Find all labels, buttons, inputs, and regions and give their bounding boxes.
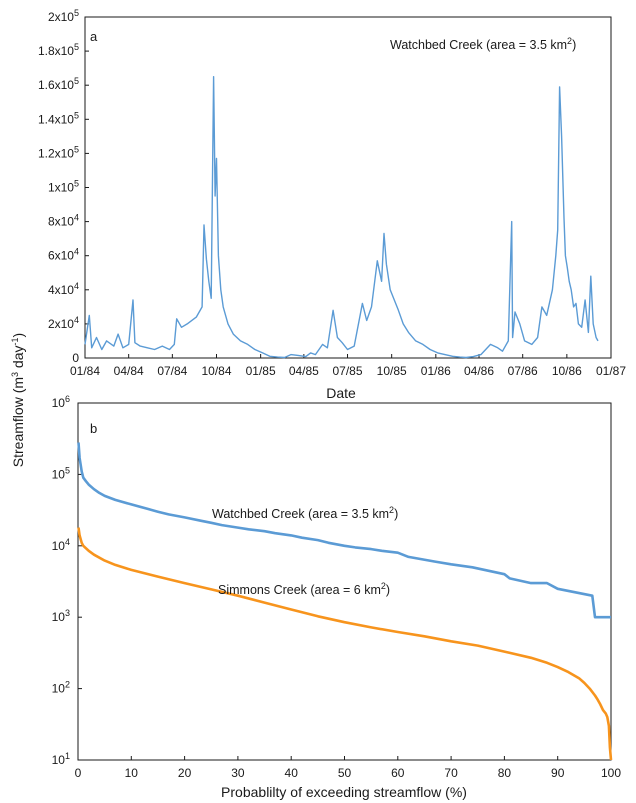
panel-b-x-tick-label: 100 bbox=[601, 766, 621, 780]
panel-a-y-tick-label: 1.4x105 bbox=[38, 110, 79, 126]
panel-b-x-tick-label: 10 bbox=[125, 766, 139, 780]
panel-a-y-tick-label: 1x105 bbox=[48, 179, 79, 195]
panel-b-y-tick-label: 101 bbox=[52, 751, 70, 767]
panel-a-y-tick-label: 4x104 bbox=[48, 281, 79, 297]
panel-a-x-tick-label: 07/85 bbox=[333, 364, 363, 378]
panel-b-x-tick-label: 50 bbox=[338, 766, 352, 780]
panel-b-x-tick-label: 30 bbox=[231, 766, 245, 780]
panel-a-annotation: Watchbed Creek (area = 3.5 km2) bbox=[390, 36, 576, 52]
flow-duration-curve-simmons bbox=[77, 527, 613, 761]
panel-a-x-tick-label: 04/84 bbox=[114, 364, 144, 378]
panel-a-x-tick-label: 07/86 bbox=[508, 364, 538, 378]
panel-a-x-tick-label: 04/85 bbox=[289, 364, 319, 378]
panel-b-series bbox=[77, 442, 613, 761]
panel-a-y-tick-label: 0 bbox=[72, 351, 79, 365]
panel-b-y-tick-label: 103 bbox=[52, 608, 70, 624]
panel-a-series bbox=[84, 76, 599, 359]
flow-duration-curve-watchbed bbox=[77, 442, 611, 619]
panel-a-y-tick-label: 1.8x105 bbox=[38, 42, 79, 58]
panel-b-y-tick-label: 102 bbox=[52, 680, 70, 696]
panel-a-x-tick-label: 04/86 bbox=[464, 364, 494, 378]
panel-a-x-tick-label: 01/85 bbox=[246, 364, 276, 378]
panel-b-x-tick-label: 20 bbox=[178, 766, 192, 780]
panel-a-x-axis-title: Date bbox=[326, 385, 356, 401]
panel-a-y-tick-label: 1.2x105 bbox=[38, 144, 79, 160]
panel-a: a Watchbed Creek (area = 3.5 km2) 01/84 0… bbox=[38, 8, 626, 401]
panel-a-y-tick-label: 1.6x105 bbox=[38, 76, 79, 92]
panel-a-letter: a bbox=[90, 29, 98, 44]
panel-a-frame bbox=[84, 16, 612, 359]
panel-a-y-tick-label: 8x104 bbox=[48, 213, 79, 229]
panel-a-x-tick-label: 07/84 bbox=[157, 364, 187, 378]
panel-b-y-tick-label: 106 bbox=[52, 394, 70, 410]
panel-b-y-tick-label: 104 bbox=[52, 537, 70, 553]
panel-b-x-tick-label: 90 bbox=[551, 766, 565, 780]
panel-b-y-tick-label: 105 bbox=[52, 465, 70, 481]
panel-a-x-tick-label: 10/85 bbox=[377, 364, 407, 378]
panel-b-x-tick-label: 70 bbox=[444, 766, 458, 780]
panel-a-y-tick-label: 6x104 bbox=[48, 247, 79, 263]
panel-b-letter: b bbox=[90, 421, 97, 436]
panel-a-x-tick-label: 01/87 bbox=[596, 364, 626, 378]
panel-a-y-tick-label: 2x105 bbox=[48, 8, 79, 24]
streamflow-line-watchbed bbox=[84, 76, 599, 359]
panel-a-ticks: 01/84 04/84 07/84 10/84 01/85 04/85 07/85 10/85… bbox=[38, 8, 626, 378]
panel-b-x-tick-label: 0 bbox=[75, 766, 82, 780]
panel-b-x-tick-label: 80 bbox=[498, 766, 512, 780]
panel-a-x-tick-label: 01/86 bbox=[421, 364, 451, 378]
series-label-watchbed: Watchbed Creek (area = 3.5 km2) bbox=[212, 505, 398, 521]
panel-b-x-tick-label: 40 bbox=[285, 766, 299, 780]
panel-b: b 0 10 20 30 40 50 60 70 80 90 100 101 102 103 104 105 1… bbox=[52, 394, 622, 800]
panel-a-x-tick-label: 01/84 bbox=[70, 364, 100, 378]
panel-a-x-tick-label: 10/84 bbox=[201, 364, 231, 378]
panel-b-ticks: 0 10 20 30 40 50 60 70 80 90 100 101 102 103 104 105 106 bbox=[52, 394, 622, 780]
panel-b-x-tick-label: 60 bbox=[391, 766, 405, 780]
y-axis-title: Streamflow (m3 day-1) bbox=[10, 333, 26, 467]
panel-b-frame bbox=[77, 402, 612, 761]
series-label-simmons: Simmons Creek (area = 6 km2) bbox=[218, 581, 390, 597]
panel-b-x-axis-title: Probablilty of exceeding streamflow (%) bbox=[221, 784, 467, 800]
panel-a-x-tick-label: 10/86 bbox=[552, 364, 582, 378]
panel-a-y-tick-label: 2x104 bbox=[48, 315, 79, 331]
